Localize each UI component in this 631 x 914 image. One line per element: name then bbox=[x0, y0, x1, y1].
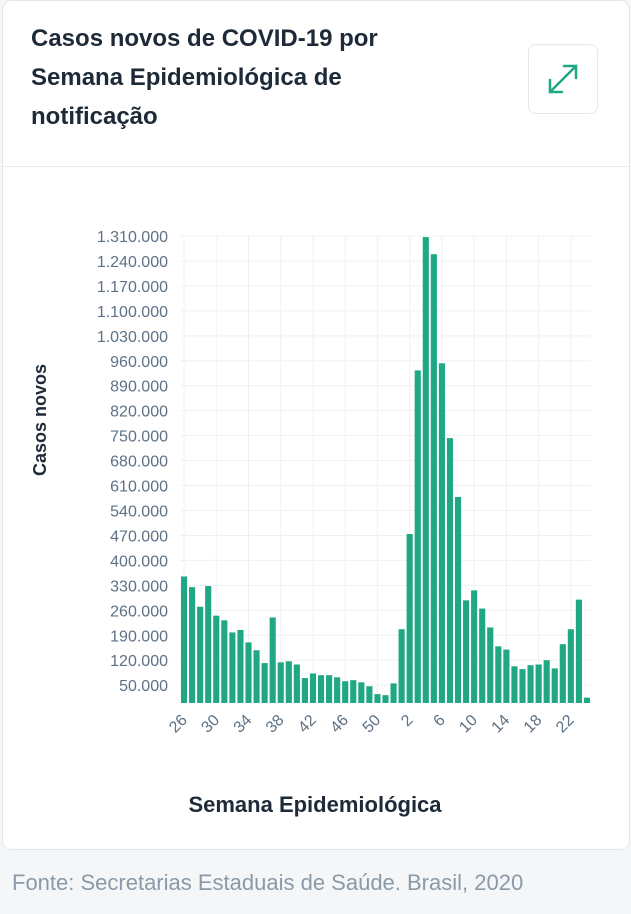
y-tick-label: 1.030.000 bbox=[97, 329, 168, 346]
card-title: Casos novos de COVID-19 por Semana Epide… bbox=[31, 25, 378, 130]
bar bbox=[342, 681, 349, 703]
bar bbox=[438, 363, 445, 703]
y-tick-label: 400.000 bbox=[110, 553, 168, 570]
bar bbox=[309, 673, 317, 703]
bar bbox=[406, 534, 413, 703]
x-tick-label: 34 bbox=[231, 712, 256, 737]
expand-button[interactable] bbox=[528, 44, 598, 114]
x-tick-label: 42 bbox=[295, 712, 320, 737]
x-tick-label: 10 bbox=[456, 712, 481, 737]
y-tick-label: 610.000 bbox=[110, 479, 168, 496]
bar bbox=[575, 599, 582, 703]
bar bbox=[221, 620, 228, 703]
x-tick-label: 46 bbox=[327, 712, 352, 737]
y-tick-label: 470.000 bbox=[110, 528, 168, 545]
bar bbox=[366, 686, 373, 703]
bar bbox=[583, 697, 591, 703]
x-axis-title: Semana Epidemiológica bbox=[188, 792, 442, 817]
bar bbox=[527, 665, 534, 703]
bar bbox=[422, 237, 429, 703]
bar bbox=[390, 683, 397, 703]
y-axis-title: Casos novos bbox=[30, 364, 50, 476]
bar bbox=[430, 254, 437, 704]
bar bbox=[317, 675, 325, 703]
bar bbox=[253, 650, 260, 703]
bar bbox=[197, 606, 204, 703]
y-tick-label: 50.000 bbox=[119, 678, 168, 695]
x-tick-label: 30 bbox=[198, 712, 223, 737]
x-tick-label: 50 bbox=[360, 712, 385, 737]
bar bbox=[495, 646, 502, 703]
bar bbox=[471, 590, 478, 703]
bar bbox=[334, 677, 341, 703]
x-tick-label: 18 bbox=[521, 712, 546, 737]
y-tick-label: 260.000 bbox=[110, 603, 168, 620]
y-tick-label: 540.000 bbox=[110, 503, 168, 520]
y-tick-label: 820.000 bbox=[110, 404, 168, 421]
bar bbox=[543, 660, 550, 703]
x-tick-label: 2 bbox=[398, 712, 416, 730]
bar bbox=[261, 663, 268, 703]
y-tick-label: 190.000 bbox=[110, 628, 168, 645]
bar bbox=[535, 664, 542, 703]
y-tick-label: 330.000 bbox=[110, 578, 168, 595]
bar bbox=[567, 629, 574, 703]
bar bbox=[350, 680, 357, 703]
y-tick-label: 1.100.000 bbox=[97, 304, 168, 321]
separator bbox=[3, 166, 629, 167]
bar bbox=[519, 669, 526, 703]
x-tick-label: 6 bbox=[430, 712, 448, 730]
card: Casos novos de COVID-19 por Semana Epide… bbox=[2, 0, 630, 850]
bar bbox=[551, 668, 558, 703]
bar bbox=[358, 682, 365, 703]
x-tick-label: 38 bbox=[263, 712, 288, 737]
y-tick-label: 890.000 bbox=[110, 379, 168, 396]
bar bbox=[285, 661, 292, 703]
y-tick-label: 1.170.000 bbox=[97, 279, 168, 296]
bar bbox=[503, 649, 510, 703]
y-tick-label: 1.310.000 bbox=[97, 229, 168, 246]
bar bbox=[213, 615, 220, 703]
bar bbox=[374, 694, 381, 703]
bar bbox=[245, 642, 252, 703]
source-note: Fonte: Secretarias Estaduais de Saúde. B… bbox=[12, 870, 524, 895]
y-tick-label: 120.000 bbox=[110, 653, 168, 670]
x-tick-label: 14 bbox=[489, 712, 514, 737]
bar bbox=[398, 629, 405, 703]
bar bbox=[511, 666, 518, 703]
bar bbox=[237, 629, 244, 703]
bar bbox=[559, 644, 566, 703]
bar bbox=[269, 617, 276, 703]
bar bbox=[277, 662, 284, 703]
x-tick-label: 26 bbox=[166, 712, 191, 737]
expand-icon bbox=[548, 64, 578, 94]
bar bbox=[454, 496, 462, 703]
y-tick-label: 680.000 bbox=[110, 454, 168, 471]
bar bbox=[189, 587, 196, 703]
bar bbox=[446, 438, 454, 703]
bar bbox=[463, 600, 470, 703]
x-tick-label: 22 bbox=[553, 712, 578, 737]
y-tick-label: 750.000 bbox=[110, 429, 168, 446]
bar bbox=[229, 632, 236, 703]
bar bbox=[180, 576, 188, 703]
chart: Casos novos Semana Epidemiológica 50.000… bbox=[30, 229, 591, 817]
bar bbox=[382, 695, 389, 703]
y-tick-label: 1.240.000 bbox=[97, 254, 168, 271]
bar bbox=[301, 678, 308, 703]
bar bbox=[414, 370, 421, 703]
y-tick-label: 960.000 bbox=[110, 354, 168, 371]
bar bbox=[205, 586, 212, 703]
bar bbox=[326, 675, 333, 703]
bar bbox=[487, 627, 494, 703]
bar bbox=[293, 664, 300, 703]
bar bbox=[479, 608, 486, 703]
